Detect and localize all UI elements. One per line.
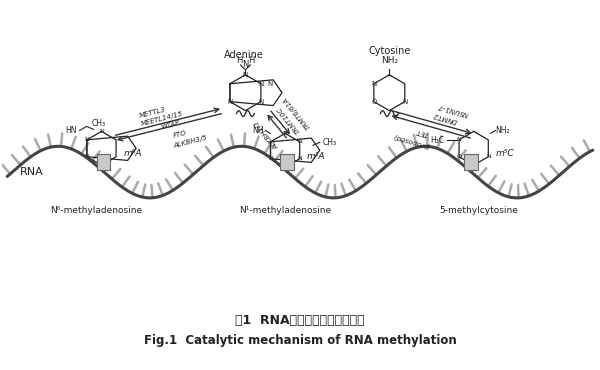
- Text: TRMT10C: TRMT10C: [276, 105, 301, 134]
- Text: m⁶A: m⁶A: [124, 149, 142, 158]
- Text: N: N: [457, 137, 461, 142]
- Text: N: N: [298, 156, 302, 161]
- Text: 图1  RNA甲基化修饰的催化机制: 图1 RNA甲基化修饰的催化机制: [235, 314, 365, 327]
- Text: N: N: [298, 139, 302, 144]
- Text: N: N: [99, 163, 104, 168]
- Text: FTO: FTO: [173, 130, 188, 139]
- Text: H: H: [236, 56, 242, 65]
- Text: HN: HN: [65, 126, 77, 135]
- Text: WTAP: WTAP: [160, 119, 181, 130]
- Text: 5-methylcytosine: 5-methylcytosine: [439, 206, 518, 215]
- Text: N: N: [267, 81, 272, 87]
- Text: Adenine: Adenine: [223, 50, 263, 60]
- Text: N: N: [85, 137, 89, 142]
- Text: m¹A: m¹A: [307, 152, 325, 161]
- Text: N: N: [258, 81, 263, 87]
- Text: RNA: RNA: [20, 167, 44, 177]
- Text: NH: NH: [252, 126, 263, 135]
- Text: O: O: [457, 154, 461, 159]
- FancyBboxPatch shape: [97, 154, 110, 170]
- Text: METTL3: METTL3: [139, 106, 167, 119]
- Text: N: N: [268, 156, 273, 161]
- Text: N: N: [283, 131, 287, 136]
- Text: DNMT2: DNMT2: [433, 111, 458, 124]
- Text: m⁵C: m⁵C: [496, 149, 514, 158]
- FancyBboxPatch shape: [280, 154, 294, 170]
- Text: Cytosine: Cytosine: [368, 46, 410, 56]
- Text: (proposed): (proposed): [392, 133, 431, 149]
- Text: Fig.1  Catalytic mechanism of RNA methylation: Fig.1 Catalytic mechanism of RNA methyla…: [143, 334, 457, 347]
- Text: NH₂: NH₂: [381, 56, 398, 65]
- Text: NH₂: NH₂: [496, 126, 510, 135]
- Text: N: N: [258, 99, 263, 105]
- Text: N: N: [242, 60, 248, 69]
- Text: O: O: [371, 99, 377, 105]
- Text: N: N: [243, 72, 248, 78]
- Text: TET: TET: [415, 128, 428, 137]
- Text: ALKBH3/5: ALKBH3/5: [173, 135, 208, 149]
- Text: N: N: [227, 99, 233, 105]
- Text: N: N: [85, 154, 89, 159]
- Text: H₃C: H₃C: [430, 136, 444, 145]
- Text: ALKBH1/3: ALKBH1/3: [253, 119, 280, 149]
- Text: N⁶-methyladenosine: N⁶-methyladenosine: [50, 206, 143, 215]
- Text: N: N: [402, 99, 407, 105]
- Text: N¹-methyladenosine: N¹-methyladenosine: [239, 206, 331, 215]
- Text: N: N: [486, 154, 491, 159]
- Text: CH₃: CH₃: [92, 119, 106, 128]
- Text: CH₃: CH₃: [323, 138, 337, 147]
- Text: H: H: [248, 56, 254, 65]
- Text: NSUN1-7: NSUN1-7: [437, 102, 469, 117]
- Text: TRMT6/61A: TRMT6/61A: [281, 95, 311, 130]
- Text: N: N: [99, 129, 104, 134]
- Text: N: N: [371, 81, 376, 87]
- FancyBboxPatch shape: [464, 154, 478, 170]
- Text: MEETL14/15: MEETL14/15: [140, 110, 183, 127]
